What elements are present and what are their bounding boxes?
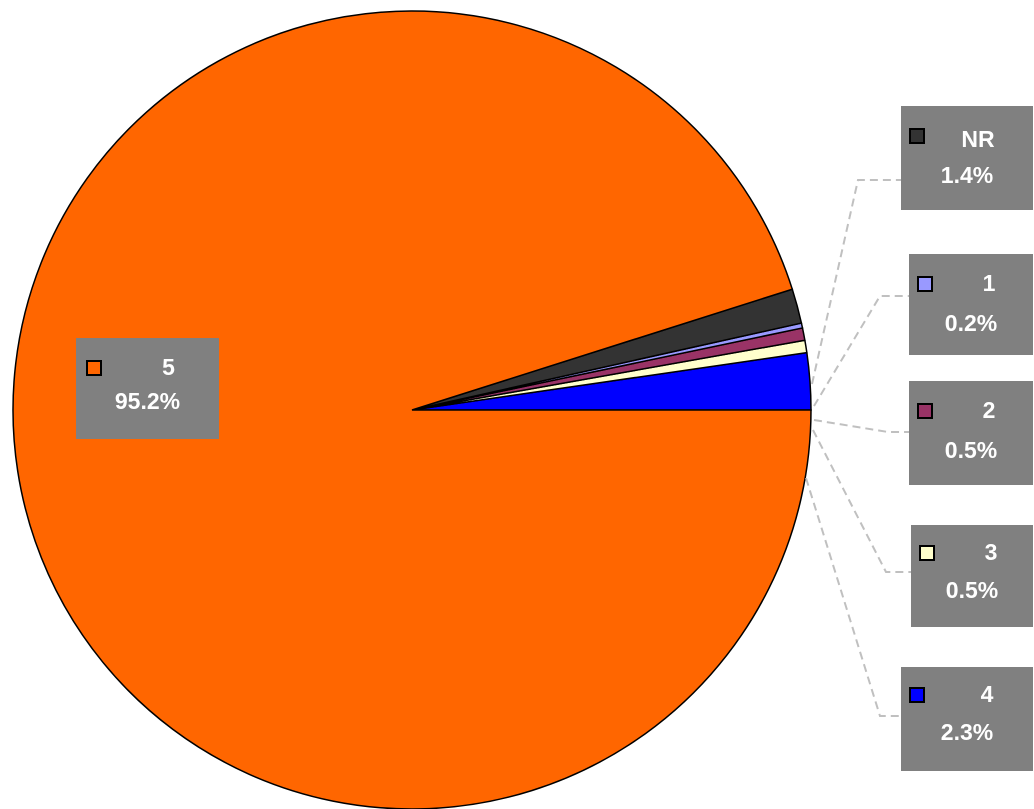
slice-percent-label: 1.4% <box>940 162 994 188</box>
slice-category-label: 1 <box>982 270 996 296</box>
data-label-4: 4 2.3% <box>901 667 1033 771</box>
legend-key-swatch <box>917 403 933 419</box>
data-label-5: 5 95.2% <box>76 338 219 439</box>
leader-line-4 <box>805 477 901 717</box>
data-label-2: 2 0.5% <box>909 381 1033 485</box>
pie-slices <box>12 10 812 809</box>
legend-key-swatch <box>909 128 925 144</box>
data-label-1: 1 0.2% <box>909 254 1033 355</box>
leader-line-nr <box>811 179 901 385</box>
slice-category-label: 3 <box>984 539 998 565</box>
pie-slice-5 <box>12 10 812 809</box>
leader-line-2 <box>813 419 909 433</box>
slice-percent-label: 2.3% <box>940 719 994 745</box>
legend-key-swatch <box>909 687 925 703</box>
slice-percent-label: 0.5% <box>944 437 998 463</box>
slice-percent-label: 95.2% <box>114 388 181 414</box>
slice-percent-label: 0.5% <box>945 577 999 603</box>
legend-key-swatch <box>919 545 935 561</box>
slice-category-label: NR <box>961 126 995 152</box>
slice-category-label: 4 <box>980 681 994 707</box>
slice-category-label: 2 <box>982 397 996 423</box>
legend-key-swatch <box>86 360 102 376</box>
leader-lines <box>805 179 911 717</box>
data-label-3: 3 0.5% <box>911 525 1033 627</box>
leader-line-3 <box>812 429 911 573</box>
slice-category-label: 5 <box>162 354 175 380</box>
legend-key-swatch <box>917 276 933 292</box>
data-label-nr: NR 1.4% <box>901 106 1033 210</box>
slice-percent-label: 0.2% <box>944 310 998 336</box>
leader-line-1 <box>813 295 909 407</box>
